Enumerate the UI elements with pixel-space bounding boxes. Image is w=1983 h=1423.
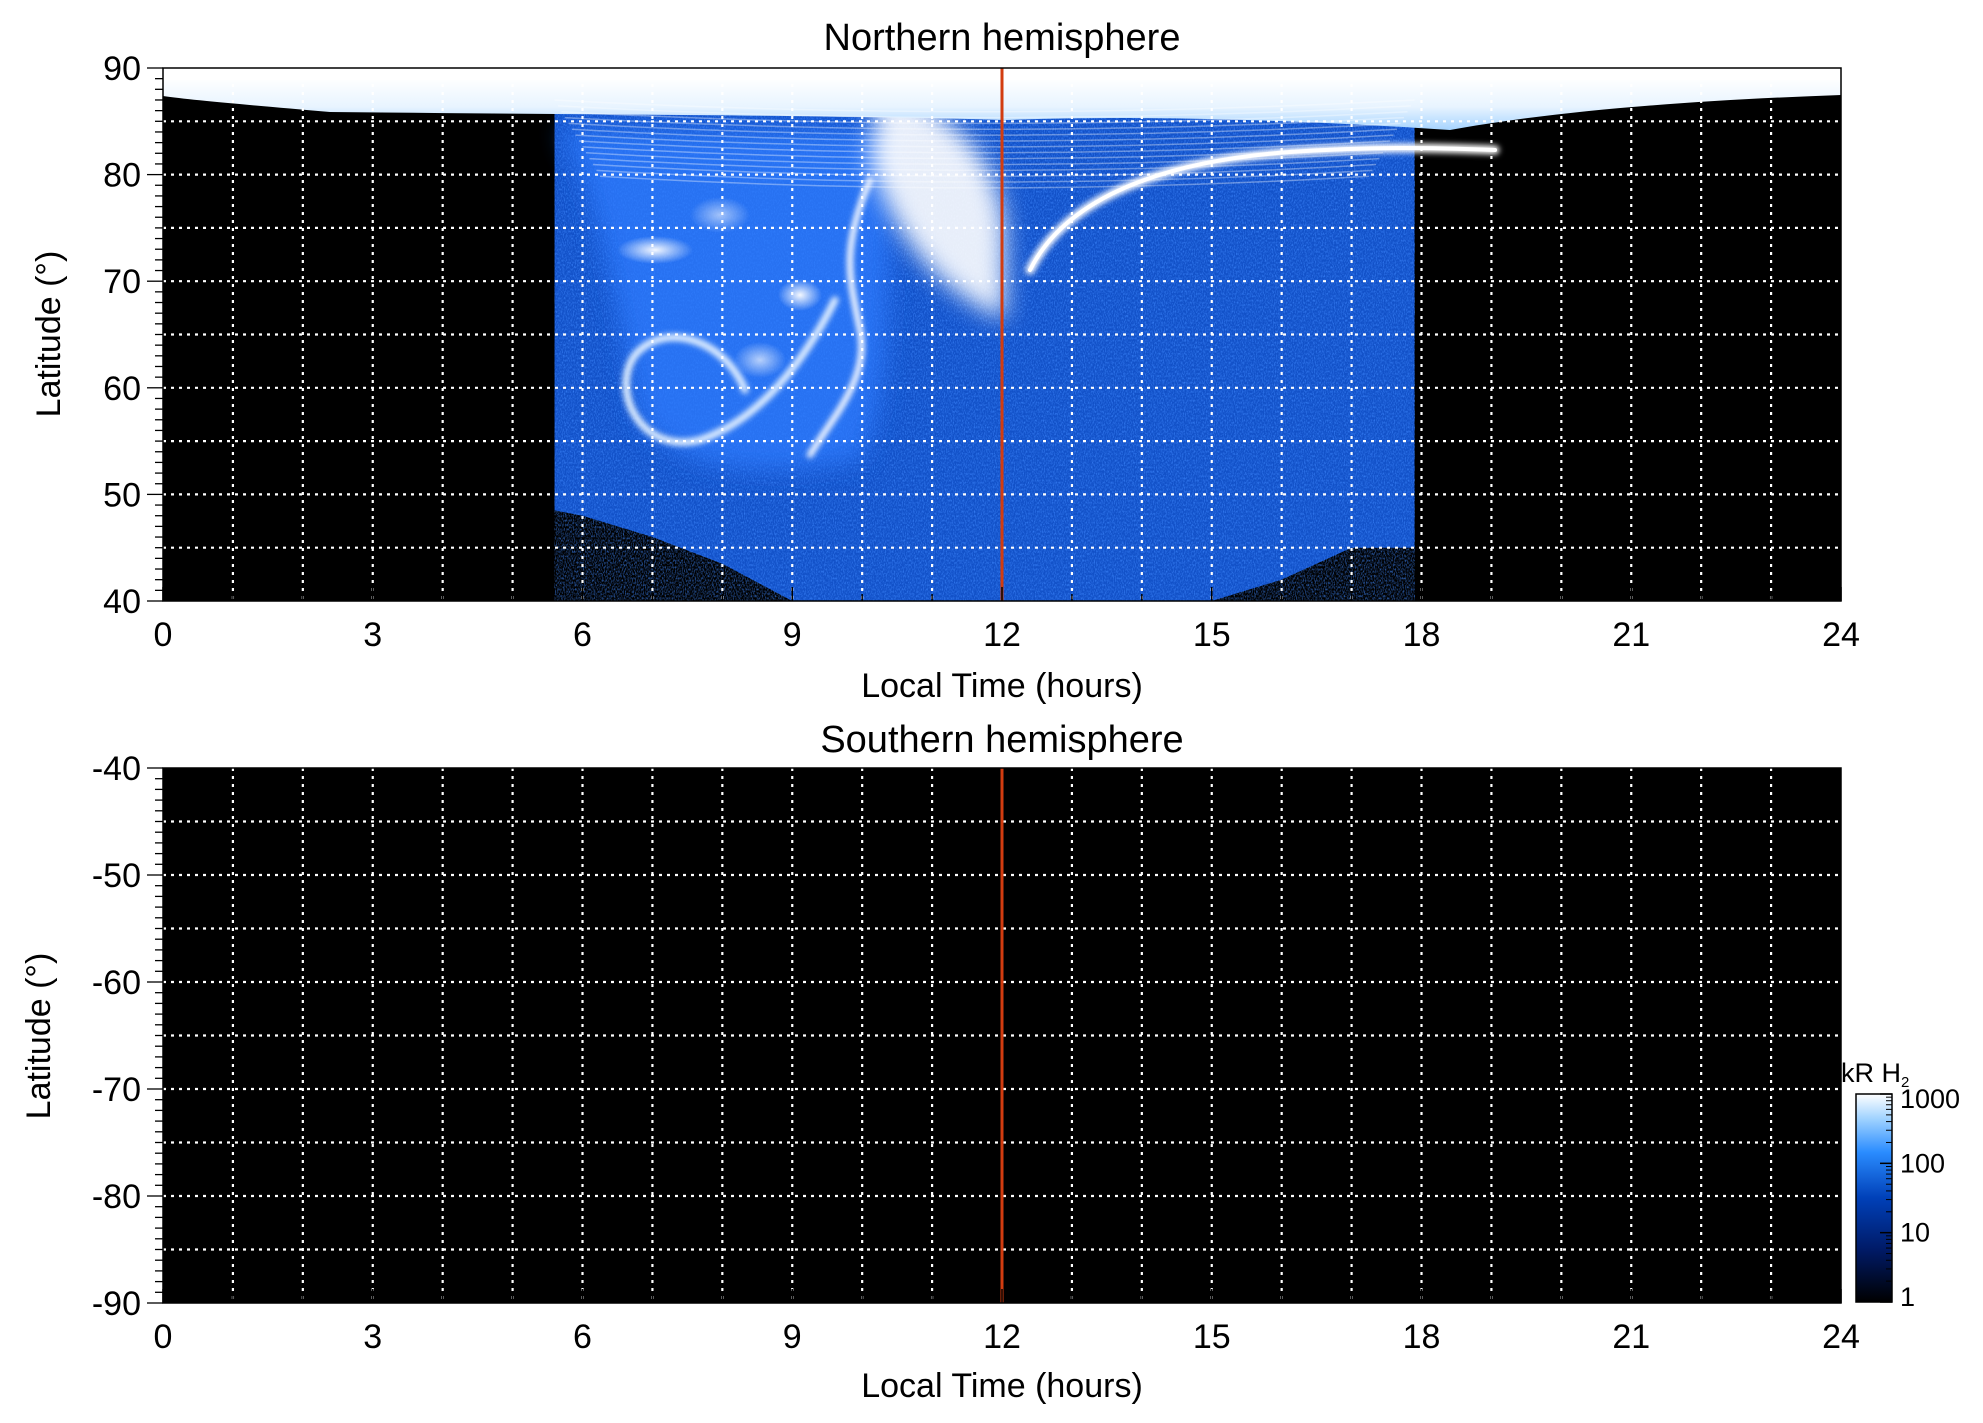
colorbar-ticks: 1 10 100 1000 <box>1880 1084 1960 1312</box>
colorbar-unit-subscript: 2 <box>1901 1074 1909 1091</box>
y-tick-label: 40 <box>103 583 141 621</box>
ripple-line <box>557 105 1412 119</box>
spiral-outer <box>622 296 839 446</box>
southern-title: Southern hemisphere <box>820 719 1183 761</box>
colorbar-tick-label: 1 <box>1900 1282 1915 1312</box>
spiral-spot <box>778 279 822 311</box>
y-tick-label: 80 <box>103 157 141 195</box>
spiral-spot-2 <box>734 342 786 378</box>
colorbar-unit: kR H2 <box>1841 1058 1909 1091</box>
x-tick-label: 21 <box>1612 1318 1650 1356</box>
dawn-band <box>560 130 900 470</box>
x-tick-label: 9 <box>783 616 802 654</box>
ripple-line <box>596 169 1373 183</box>
ripple-line <box>599 175 1370 189</box>
y-tick-label: 90 <box>103 50 141 88</box>
colorbar-tick-label: 1000 <box>1900 1084 1960 1114</box>
northern-grid <box>163 68 1841 601</box>
y-tick-label: -60 <box>92 964 141 1002</box>
northern-ylabel: Latitude (°) <box>30 251 68 418</box>
colorbar-tick-label: 10 <box>1900 1218 1930 1248</box>
ripple-line <box>585 151 1384 166</box>
northern-ticks: 0 3 6 9 12 15 18 21 24 40 50 60 70 80 90 <box>103 50 1860 654</box>
x-tick-label: 18 <box>1403 616 1441 654</box>
x-tick-label: 6 <box>573 616 592 654</box>
ripple-line <box>592 163 1377 177</box>
colorbar-gradient <box>1855 1093 1893 1303</box>
ripple-line <box>589 157 1380 172</box>
x-tick-label: 18 <box>1403 1318 1441 1356</box>
x-tick-label: 0 <box>154 1318 173 1356</box>
ripple-line <box>561 110 1408 125</box>
northern-title: Northern hemisphere <box>824 17 1181 59</box>
ripple-line <box>564 116 1405 131</box>
y-tick-label: 70 <box>103 263 141 301</box>
southern-ylabel: Latitude (°) <box>20 953 58 1120</box>
x-tick-label: 0 <box>154 616 173 654</box>
northern-xlabel: Local Time (hours) <box>861 667 1143 705</box>
x-tick-label: 24 <box>1822 616 1860 654</box>
y-tick-label: -50 <box>92 857 141 895</box>
dusk-arc-core <box>1028 146 1497 272</box>
ripple-line <box>571 128 1398 142</box>
y-tick-label: 50 <box>103 476 141 514</box>
x-tick-label: 24 <box>1822 1318 1860 1356</box>
x-tick-label: 3 <box>363 616 382 654</box>
ripple-line <box>582 146 1387 160</box>
y-tick-label: -70 <box>92 1071 141 1109</box>
ripple-pattern <box>554 99 1415 189</box>
x-tick-label: 12 <box>983 616 1021 654</box>
y-tick-label: 60 <box>103 370 141 408</box>
y-tick-label: -40 <box>92 750 141 788</box>
x-tick-label: 9 <box>783 1318 802 1356</box>
x-tick-label: 6 <box>573 1318 592 1356</box>
spiral-arm <box>807 177 873 458</box>
southern-panel: Southern hemisphere 0 3 6 9 12 15 18 21 24 -40 -50… <box>20 719 1860 1405</box>
ripple-line <box>575 134 1394 148</box>
colorbar-tick-label: 100 <box>1900 1148 1945 1178</box>
ripple-line <box>578 140 1391 154</box>
dawn-spot <box>617 236 693 264</box>
colorbar: kR H2 1 10 100 1000 <box>1841 1058 1960 1312</box>
y-tick-label: -80 <box>92 1178 141 1216</box>
ripple-line <box>568 122 1401 136</box>
x-tick-label: 15 <box>1193 1318 1231 1356</box>
x-tick-label: 3 <box>363 1318 382 1356</box>
ripple-line <box>554 99 1415 113</box>
southern-grid <box>163 768 1841 1303</box>
x-tick-label: 12 <box>983 1318 1021 1356</box>
x-tick-label: 15 <box>1193 616 1231 654</box>
southern-ticks: 0 3 6 9 12 15 18 21 24 -40 -50 -60 -70 -80 -90 <box>92 750 1860 1356</box>
cusp-glow <box>870 80 1005 320</box>
northern-panel: Northern hemisphere 0 3 6 9 12 15 18 21 24 40 50 60… <box>30 17 1860 705</box>
spiral-spot-3 <box>690 197 750 233</box>
y-tick-label: -90 <box>92 1285 141 1323</box>
colorbar-unit-main: kR H <box>1841 1058 1901 1088</box>
southern-xlabel: Local Time (hours) <box>861 1367 1143 1405</box>
x-tick-label: 21 <box>1612 616 1650 654</box>
